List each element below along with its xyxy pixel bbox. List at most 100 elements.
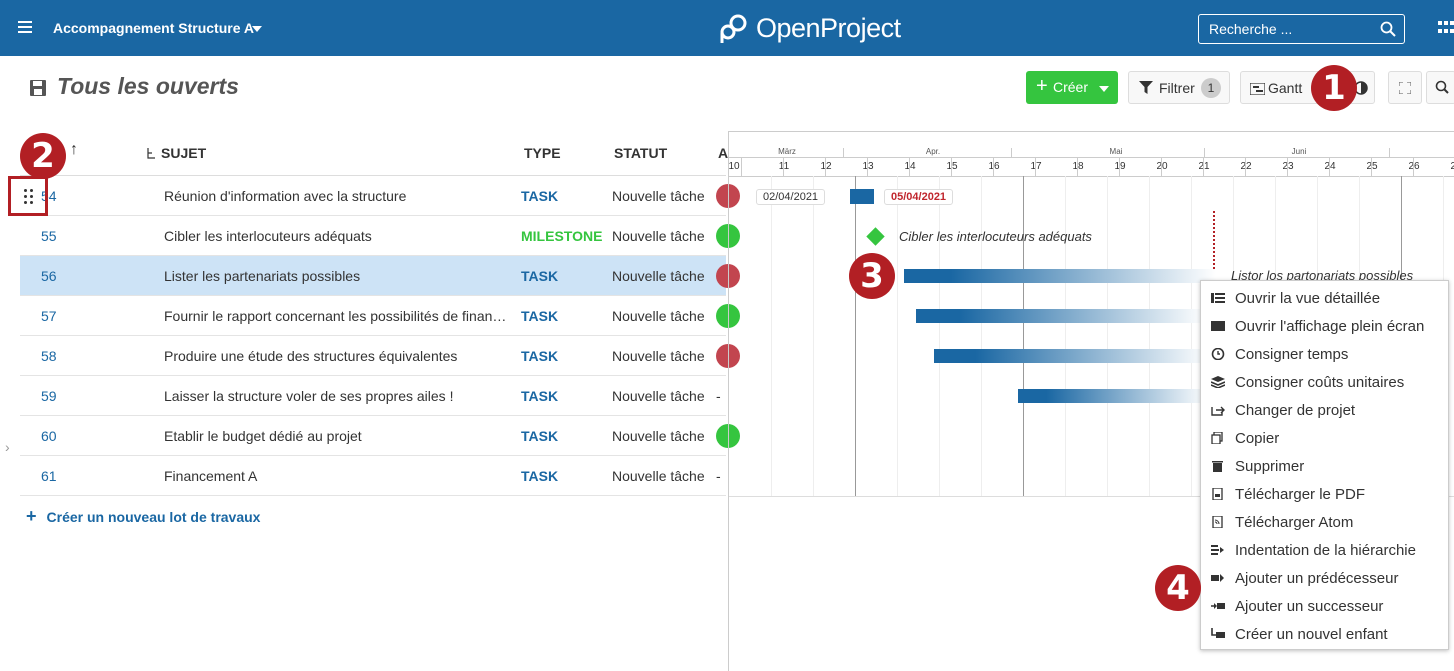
menu-item-layers[interactable]: Consigner coûts unitaires [1201, 368, 1450, 396]
chevron-right-icon[interactable]: › [5, 439, 10, 455]
hierarchy-icon[interactable] [146, 148, 156, 160]
day-label: 14 [904, 161, 916, 172]
openproject-logo[interactable]: OpenProject [718, 10, 901, 46]
day-label: 18 [1072, 161, 1084, 172]
fullscreen-button[interactable] [1388, 71, 1422, 104]
menu-item-successor[interactable]: Ajouter un successeur [1201, 592, 1450, 620]
work-package-subject[interactable]: Fournir le rapport concernant les possib… [164, 308, 509, 324]
menu-item-pdf[interactable]: Télécharger le PDF [1201, 480, 1450, 508]
chevron-down-icon[interactable] [252, 26, 262, 32]
menu-item-details[interactable]: Ouvrir la vue détaillée [1201, 284, 1450, 312]
work-package-subject[interactable]: Lister les partenariats possibles [164, 268, 361, 284]
gantt-bar[interactable] [916, 309, 1206, 323]
work-package-type[interactable]: MILESTONE [521, 228, 603, 244]
search-icon[interactable] [1380, 21, 1396, 37]
top-bar: Accompagnement Structure A OpenProject R… [0, 0, 1454, 56]
create-button[interactable]: + Créer [1026, 71, 1118, 104]
menu-item-move[interactable]: Changer de projet [1201, 396, 1450, 424]
work-package-subject[interactable]: Réunion d'information avec la structure [164, 188, 407, 204]
save-icon[interactable] [29, 79, 47, 97]
work-package-subject[interactable]: Etablir le budget dédié au projet [164, 428, 362, 444]
column-header-assignee[interactable]: A [718, 145, 729, 161]
work-package-subject[interactable]: Laisser la structure voler de ses propre… [164, 388, 454, 404]
menu-item-clock[interactable]: Consigner temps [1201, 340, 1450, 368]
work-package-type[interactable]: TASK [521, 308, 559, 324]
menu-item-trash[interactable]: Supprimer [1201, 452, 1450, 480]
menu-item-atom[interactable]: Télécharger Atom [1201, 508, 1450, 536]
gantt-bar[interactable] [1018, 389, 1208, 403]
work-package-status[interactable]: Nouvelle tâche [612, 468, 705, 484]
table-row[interactable]: 61 Financement A TASK Nouvelle tâche - [20, 456, 726, 496]
gantt-bar[interactable] [904, 269, 1216, 283]
work-package-id-link[interactable]: 56 [41, 268, 57, 284]
menu-item-predecessor[interactable]: Ajouter un prédécesseur [1201, 564, 1450, 592]
work-package-status[interactable]: Nouvelle tâche [612, 348, 705, 364]
table-row[interactable]: 58 Produire une étude des structures équi… [20, 336, 740, 376]
day-divider [1203, 158, 1204, 176]
work-package-type[interactable]: TASK [521, 468, 559, 484]
month-label: Apr. [925, 147, 941, 156]
chevron-down-icon [1099, 86, 1109, 92]
work-package-type[interactable]: TASK [521, 188, 559, 204]
hamburger-menu-icon[interactable] [18, 21, 32, 33]
drag-handle[interactable] [8, 176, 48, 216]
menu-item-child[interactable]: Créer un nouvel enfant [1201, 620, 1450, 648]
day-label: 25 [1366, 161, 1378, 172]
modules-grid-icon[interactable] [1438, 21, 1454, 35]
menu-item-indent[interactable]: Indentation de la hiérarchie [1201, 536, 1450, 564]
assignee-empty[interactable]: - [716, 468, 721, 484]
atom-icon [1212, 516, 1223, 528]
work-package-subject[interactable]: Cibler les interlocuteurs adéquats [164, 228, 372, 244]
work-package-type[interactable]: TASK [521, 428, 559, 444]
work-package-id-link[interactable]: 54 [41, 188, 57, 204]
work-package-status[interactable]: Nouvelle tâche [612, 308, 705, 324]
gantt-bar-small[interactable] [850, 189, 874, 204]
create-work-package-link[interactable]: + Créer un nouveau lot de travaux [26, 506, 260, 527]
table-row[interactable]: 57 Fournir le rapport concernant les poss… [20, 296, 740, 336]
column-header-status[interactable]: STATUT [614, 145, 668, 161]
work-package-status[interactable]: Nouvelle tâche [612, 188, 705, 204]
gantt-icon [1250, 83, 1265, 95]
table-row[interactable]: 55 Cibler les interlocuteurs adéquats MILE… [20, 216, 740, 256]
table-row[interactable]: 60 Etablir le budget dédié au projet TASK N… [20, 416, 740, 456]
create-link-label: Créer un nouveau lot de travaux [46, 509, 261, 525]
page-title: Tous les ouverts [57, 73, 239, 99]
menu-item-fullscreen[interactable]: Ouvrir l'affichage plein écran [1201, 312, 1450, 340]
work-package-type[interactable]: TASK [521, 268, 559, 284]
work-package-id-link[interactable]: 57 [41, 308, 57, 324]
work-package-status[interactable]: Nouvelle tâche [612, 268, 705, 284]
project-selector[interactable]: Accompagnement Structure A [53, 20, 254, 36]
work-package-status[interactable]: Nouvelle tâche [612, 428, 705, 444]
work-package-status[interactable]: Nouvelle tâche [612, 228, 705, 244]
milestone-diamond[interactable] [866, 227, 885, 246]
clock-icon [1211, 348, 1225, 360]
table-row[interactable]: 54 Réunion d'information avec la structur… [20, 176, 740, 216]
gantt-bar[interactable] [934, 349, 1209, 363]
work-package-id-link[interactable]: 61 [41, 468, 57, 484]
work-package-id-link[interactable]: 58 [41, 348, 57, 364]
work-package-subject[interactable]: Produire une étude des structures équiva… [164, 348, 458, 364]
work-package-status[interactable]: Nouvelle tâche [612, 388, 705, 404]
work-package-type[interactable]: TASK [521, 388, 559, 404]
search-input[interactable]: Recherche ... [1198, 14, 1405, 44]
gantt-timeline-header: März Apr. Mai Juni 10 11 12 13 14 15 16 17 18 19 2… [728, 131, 1454, 177]
work-package-type[interactable]: TASK [521, 348, 559, 364]
sort-arrow-icon[interactable]: ↑ [70, 141, 78, 158]
menu-item-copy[interactable]: Copier [1201, 424, 1450, 452]
day-label: 15 [946, 161, 958, 172]
table-row[interactable]: 56 Lister les partenariats possibles TASK N… [20, 256, 740, 296]
work-package-id-link[interactable]: 55 [41, 228, 57, 244]
work-package-id-link[interactable]: 59 [41, 388, 57, 404]
work-package-subject[interactable]: Financement A [164, 468, 258, 484]
table-row[interactable]: 59 Laisser la structure voler de ses prop… [20, 376, 726, 416]
work-package-id-link[interactable]: 60 [41, 428, 57, 444]
column-header-subject[interactable]: SUJET [161, 145, 207, 161]
day-divider [825, 158, 826, 176]
day-label: 19 [1114, 161, 1126, 172]
day-label: 13 [862, 161, 874, 172]
assignee-empty[interactable]: - [716, 388, 721, 404]
filter-button[interactable]: Filtrer 1 [1128, 71, 1230, 104]
zoom-button[interactable] [1426, 71, 1454, 104]
column-header-type[interactable]: TYPE [524, 145, 561, 161]
menu-item-label: Ajouter un prédécesseur [1235, 570, 1399, 587]
